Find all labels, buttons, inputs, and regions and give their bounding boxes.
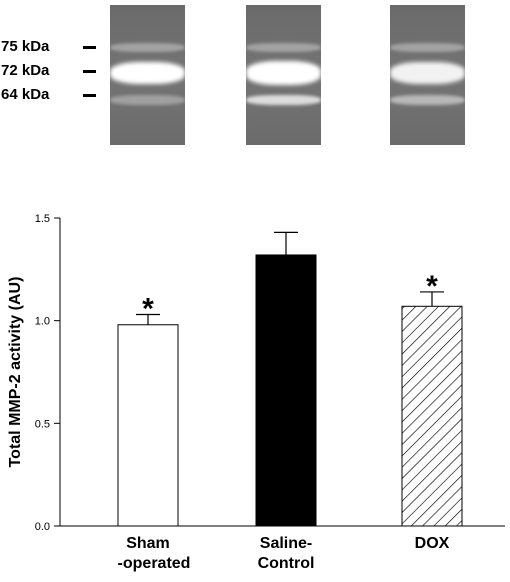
y-tick-label: 1.5 (35, 213, 50, 225)
mw-marker-64-dash (83, 94, 96, 97)
zymography-gel-panel: 75 kDa 72 kDa 64 kDa (0, 0, 510, 160)
mmp2-activity-bar-chart: Total MMP-2 activity (AU) 0.0 0.5 1.0 1.5 *… (7, 213, 505, 572)
mw-marker-75-label: 75 kDa (1, 38, 50, 55)
bar (401, 305, 463, 527)
x-category-label: Saline- (260, 535, 312, 552)
gel-lane-dox (390, 5, 465, 145)
mw-marker-64-label: 64 kDa (1, 86, 50, 103)
y-tick-label: 0.0 (35, 521, 50, 533)
gel-lane-sham (110, 5, 185, 145)
y-tick-label: 0.5 (35, 418, 50, 430)
x-category-label: Sham (126, 535, 170, 552)
significance-asterisk: * (426, 270, 438, 303)
significance-asterisk: * (142, 293, 154, 326)
y-axis-label: Total MMP-2 activity (AU) (7, 277, 24, 468)
x-category-label: Control (258, 555, 315, 572)
x-category-label: DOX (415, 535, 450, 552)
mw-marker-72-label: 72 kDa (1, 62, 50, 79)
mw-marker-72-dash (83, 70, 96, 73)
mw-marker-75-dash (83, 46, 96, 49)
bar (255, 254, 317, 527)
bar (117, 324, 179, 527)
gel-lane-saline (246, 5, 321, 145)
x-category-label: -operated (118, 555, 191, 572)
y-tick-label: 1.0 (35, 316, 50, 328)
